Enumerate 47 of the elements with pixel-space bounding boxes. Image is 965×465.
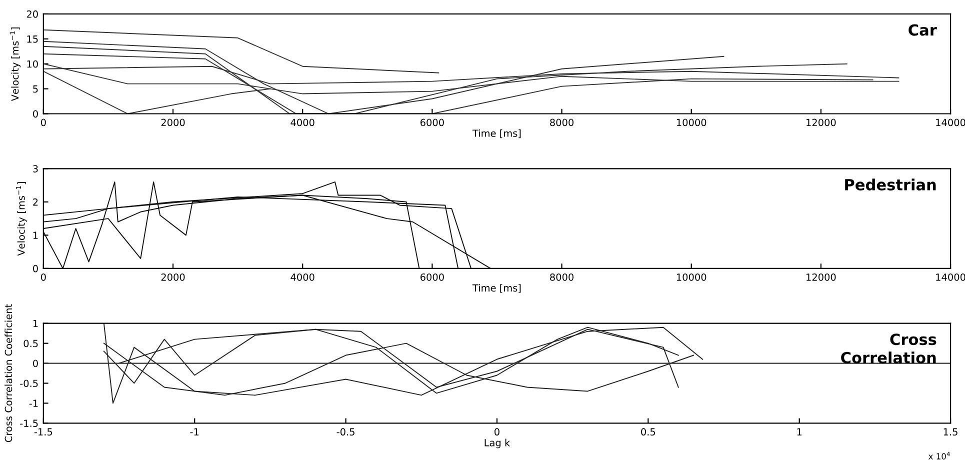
x-tick-label: 10000: [676, 273, 706, 281]
x-tick-label: 14000: [936, 118, 965, 126]
y-axis-title: Velocity [ms$^{−1}$]: [16, 182, 27, 256]
y-axis-title: Cross Correlation Coefficient: [4, 304, 12, 442]
annotation: Pedestrian: [845, 178, 936, 190]
x-tick-label: 0.5: [641, 428, 656, 436]
y-tick-label: 10: [27, 60, 38, 68]
x-axis-title: Time [ms]: [472, 284, 521, 293]
y-tick-label: 3: [33, 165, 38, 172]
x-tick-label: 4000: [290, 118, 314, 126]
x-axis-title: Time [ms]: [472, 129, 521, 138]
x-tick-label: 6000: [420, 118, 444, 126]
y-tick-label: 0: [33, 264, 38, 272]
y-tick-label: 5: [33, 85, 38, 93]
y-tick-label: 0: [33, 110, 38, 118]
y-tick-label: 2: [33, 198, 38, 206]
y-tick-label: 1: [33, 232, 38, 239]
x-tick-label: 12000: [806, 118, 836, 126]
x-tick-label: 1.5: [944, 428, 958, 436]
x-tick-label: 4000: [290, 273, 314, 281]
x-tick-label: 1: [797, 428, 802, 436]
x-tick-label: 6000: [420, 273, 444, 281]
x-tick-label: -0.5: [336, 428, 354, 436]
x-tick-label: 2000: [161, 273, 185, 281]
x-tick-label: 8000: [550, 118, 574, 126]
y-tick-label: 0: [33, 360, 38, 368]
y-tick-label: 15: [27, 36, 38, 43]
y-tick-label: -0.5: [20, 380, 38, 388]
annotation: Car: [908, 24, 937, 36]
x-tick-label: 0: [494, 428, 500, 436]
x-tick-label: 2000: [161, 118, 185, 126]
y-axis-title: Velocity [ms$^{−1}$]: [10, 27, 21, 102]
x-tick-label: -1: [190, 428, 199, 436]
x-tick-label: 14000: [936, 273, 965, 281]
y-tick-label: -1.5: [20, 420, 38, 427]
y-tick-label: 1: [33, 320, 38, 328]
y-tick-label: -1: [29, 400, 38, 407]
annotation: Cross Correlation: [841, 334, 936, 364]
x-tick-label: 12000: [806, 273, 836, 281]
y-tick-label: 20: [26, 10, 38, 18]
text: x 10$^{4}$: [928, 452, 950, 460]
y-tick-label: 0.5: [24, 340, 38, 348]
x-tick-label: 0: [40, 118, 46, 126]
x-tick-label: 0: [40, 273, 46, 281]
x-tick-label: 8000: [550, 273, 574, 281]
x-axis-title: Lag k: [484, 438, 510, 448]
x-tick-label: 10000: [676, 118, 706, 126]
